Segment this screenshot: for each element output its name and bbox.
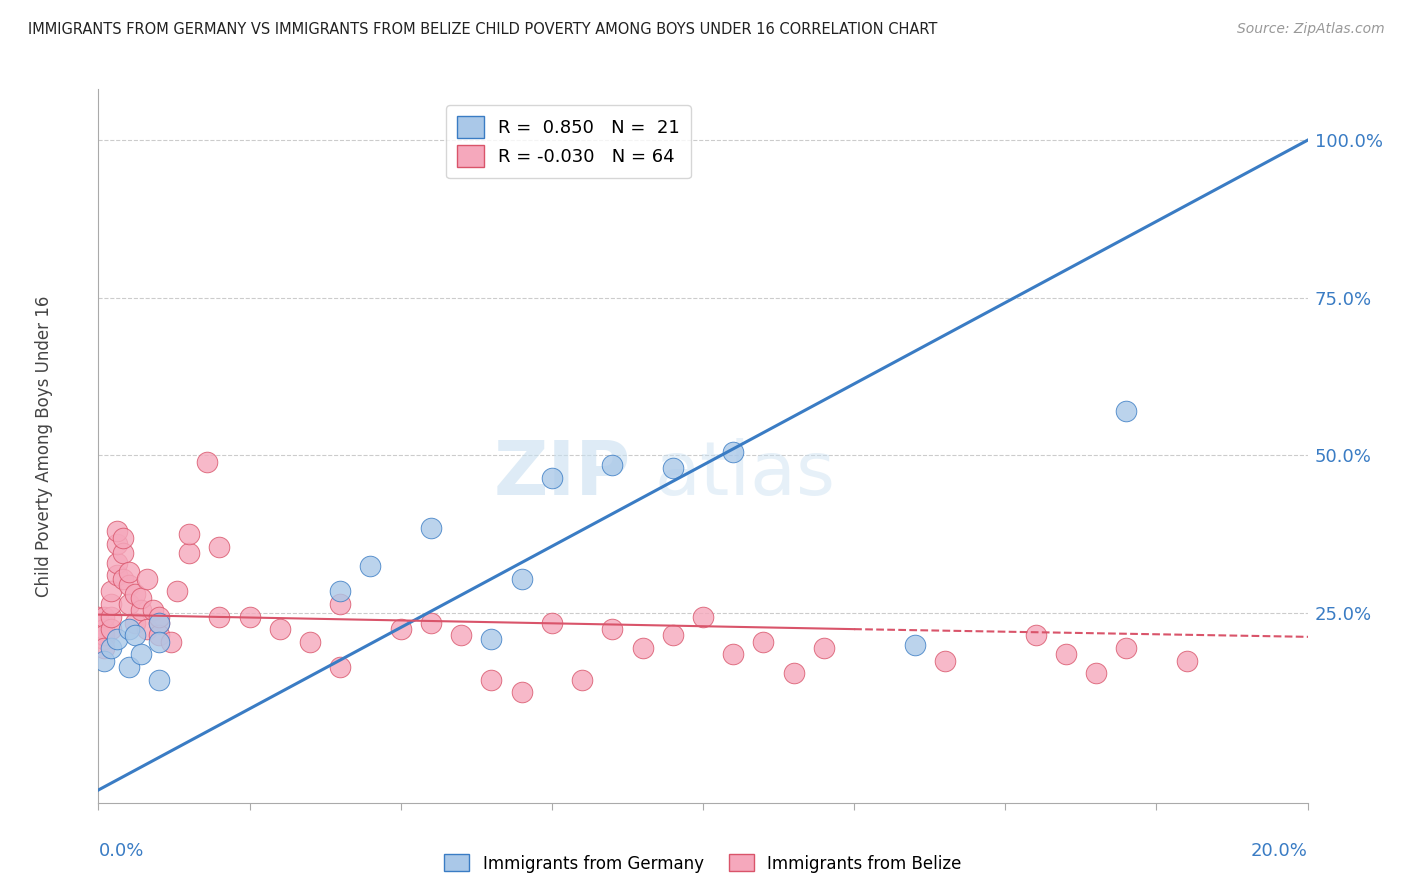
Text: Source: ZipAtlas.com: Source: ZipAtlas.com — [1237, 22, 1385, 37]
Point — [87, 615, 110, 630]
Point — [723, 648, 745, 662]
Point — [540, 470, 562, 484]
Point — [420, 521, 443, 535]
Point — [662, 461, 685, 475]
Point — [105, 632, 128, 646]
Point — [100, 584, 122, 599]
Point — [723, 445, 745, 459]
Point — [118, 578, 141, 592]
Point — [124, 615, 146, 630]
Point — [105, 556, 128, 570]
Point — [239, 609, 262, 624]
Point — [208, 540, 231, 554]
Point — [118, 597, 141, 611]
Point — [111, 531, 134, 545]
Point — [166, 584, 188, 599]
Point — [783, 666, 806, 681]
Point — [93, 609, 115, 624]
Point — [450, 628, 472, 642]
Point — [105, 568, 128, 582]
Point — [93, 641, 115, 656]
Point — [1085, 666, 1108, 681]
Point — [1175, 654, 1198, 668]
Point — [1054, 648, 1077, 662]
Point — [93, 628, 115, 642]
Point — [105, 524, 128, 539]
Point — [148, 673, 170, 687]
Point — [129, 603, 152, 617]
Point — [118, 660, 141, 674]
Point — [934, 654, 956, 668]
Point — [510, 572, 533, 586]
Point — [389, 622, 412, 636]
Point — [93, 622, 115, 636]
Text: Child Poverty Among Boys Under 16: Child Poverty Among Boys Under 16 — [35, 295, 53, 597]
Point — [148, 615, 170, 630]
Point — [148, 615, 170, 630]
Point — [124, 628, 146, 642]
Point — [148, 609, 170, 624]
Point — [269, 622, 291, 636]
Point — [540, 615, 562, 630]
Point — [420, 615, 443, 630]
Point — [111, 546, 134, 560]
Point — [100, 597, 122, 611]
Point — [100, 641, 122, 656]
Legend: Immigrants from Germany, Immigrants from Belize: Immigrants from Germany, Immigrants from… — [437, 847, 969, 880]
Point — [195, 455, 218, 469]
Point — [481, 632, 503, 646]
Point — [124, 587, 146, 601]
Point — [160, 634, 183, 648]
Text: IMMIGRANTS FROM GERMANY VS IMMIGRANTS FROM BELIZE CHILD POVERTY AMONG BOYS UNDER: IMMIGRANTS FROM GERMANY VS IMMIGRANTS FR… — [28, 22, 938, 37]
Point — [752, 634, 775, 648]
Point — [904, 638, 927, 652]
Point — [142, 603, 165, 617]
Point — [87, 609, 110, 624]
Point — [148, 628, 170, 642]
Point — [299, 634, 322, 648]
Point — [662, 628, 685, 642]
Point — [602, 622, 624, 636]
Point — [571, 673, 593, 687]
Legend: R =  0.850   N =  21, R = -0.030   N = 64: R = 0.850 N = 21, R = -0.030 N = 64 — [446, 105, 690, 178]
Point — [360, 559, 382, 574]
Text: 0.0%: 0.0% — [98, 842, 143, 860]
Point — [1115, 404, 1137, 418]
Point — [329, 584, 352, 599]
Point — [148, 634, 170, 648]
Point — [329, 597, 352, 611]
Point — [118, 566, 141, 580]
Point — [208, 609, 231, 624]
Point — [135, 572, 157, 586]
Point — [111, 572, 134, 586]
Point — [329, 660, 352, 674]
Point — [129, 591, 152, 605]
Point — [1115, 641, 1137, 656]
Point — [93, 654, 115, 668]
Point — [100, 622, 122, 636]
Point — [1024, 628, 1046, 642]
Point — [481, 673, 503, 687]
Point — [813, 641, 835, 656]
Text: ZIP: ZIP — [494, 438, 630, 511]
Point — [100, 609, 122, 624]
Point — [93, 632, 115, 646]
Point — [602, 458, 624, 472]
Point — [510, 685, 533, 699]
Text: atlas: atlas — [655, 438, 835, 511]
Point — [105, 537, 128, 551]
Text: 20.0%: 20.0% — [1251, 842, 1308, 860]
Point — [179, 546, 201, 560]
Point — [692, 609, 714, 624]
Point — [631, 641, 654, 656]
Point — [179, 527, 201, 541]
Point — [118, 622, 141, 636]
Point — [129, 648, 152, 662]
Point — [135, 622, 157, 636]
